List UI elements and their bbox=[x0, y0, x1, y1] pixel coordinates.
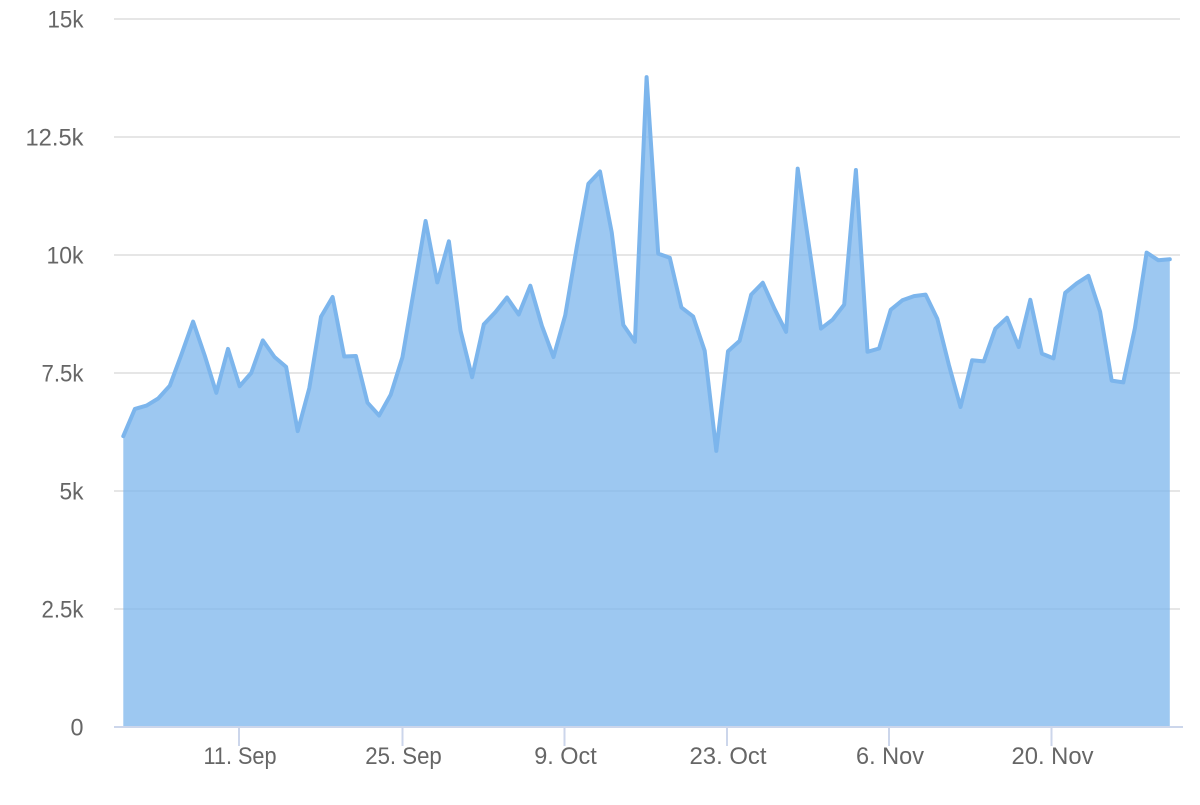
svg-text:11. Sep: 11. Sep bbox=[204, 743, 277, 770]
svg-text:15k: 15k bbox=[48, 7, 85, 34]
svg-text:10k: 10k bbox=[47, 243, 85, 270]
svg-text:23. Oct: 23. Oct bbox=[690, 743, 767, 770]
svg-text:2.5k: 2.5k bbox=[42, 597, 85, 624]
svg-text:7.5k: 7.5k bbox=[42, 361, 85, 388]
svg-text:25. Sep: 25. Sep bbox=[365, 743, 442, 770]
svg-text:20. Nov: 20. Nov bbox=[1012, 743, 1094, 770]
svg-text:12.5k: 12.5k bbox=[26, 125, 85, 152]
svg-text:9. Oct: 9. Oct bbox=[534, 743, 597, 770]
svg-text:5k: 5k bbox=[60, 479, 85, 506]
svg-text:6. Nov: 6. Nov bbox=[856, 743, 924, 770]
svg-text:0: 0 bbox=[71, 715, 84, 742]
